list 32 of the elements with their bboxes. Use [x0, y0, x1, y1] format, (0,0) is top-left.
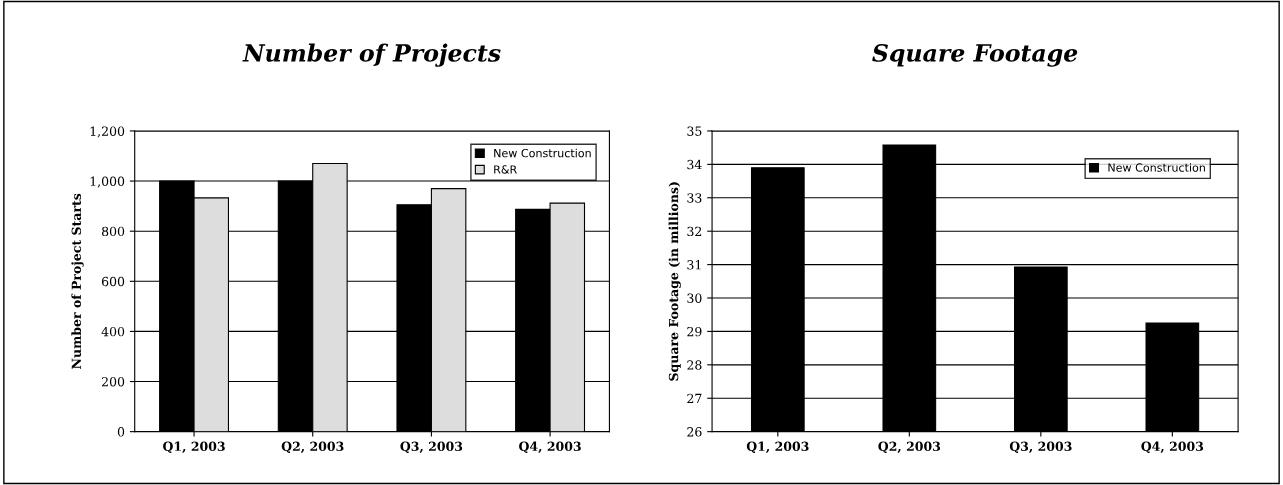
- y-axis-title: Number of Project Starts: [71, 193, 84, 369]
- y-tick-label: 33: [687, 193, 702, 203]
- y-tick-label: 32: [687, 226, 702, 237]
- x-tick-label: Q4, 2003: [1141, 441, 1204, 454]
- y-tick-label: 400: [101, 326, 125, 337]
- x-tick-label: Q2, 2003: [878, 441, 941, 454]
- x-tick-label: Q3, 2003: [400, 441, 463, 454]
- y-tick-label: 30: [687, 293, 702, 303]
- x-tick-label: Q1, 2003: [746, 441, 809, 454]
- y-tick-label: 29: [687, 326, 702, 337]
- y-tick-label: 1,000: [90, 176, 125, 188]
- y-tick-label: 35: [687, 126, 702, 136]
- legend-label: New Construction: [1108, 163, 1205, 172]
- y-tick-label: 27: [687, 393, 702, 403]
- x-tick-label: Q3, 2003: [1009, 441, 1072, 454]
- y-tick-label: 1,200: [90, 126, 125, 138]
- y-axis-title: Square Footage (in millions): [668, 182, 681, 381]
- x-tick-label: Q4, 2003: [519, 441, 581, 454]
- legend-label: New Construction: [494, 148, 591, 158]
- y-tick-label: 600: [101, 276, 125, 287]
- y-tick-label: 200: [101, 377, 125, 387]
- y-tick-label: 31: [687, 260, 701, 270]
- y-tick-label: 0: [117, 427, 125, 437]
- y-tick-label: 28: [687, 360, 702, 370]
- chart-title: Number of Projects: [242, 43, 501, 67]
- x-tick-label: Q1, 2003: [163, 441, 225, 454]
- y-tick-label: 800: [101, 226, 125, 237]
- legend-label: R&R: [494, 165, 517, 174]
- y-tick-label: 26: [687, 427, 702, 437]
- y-tick-label: 34: [687, 159, 702, 170]
- x-tick-label: Q2, 2003: [281, 441, 344, 454]
- chart-title: Square Footage: [872, 43, 1078, 67]
